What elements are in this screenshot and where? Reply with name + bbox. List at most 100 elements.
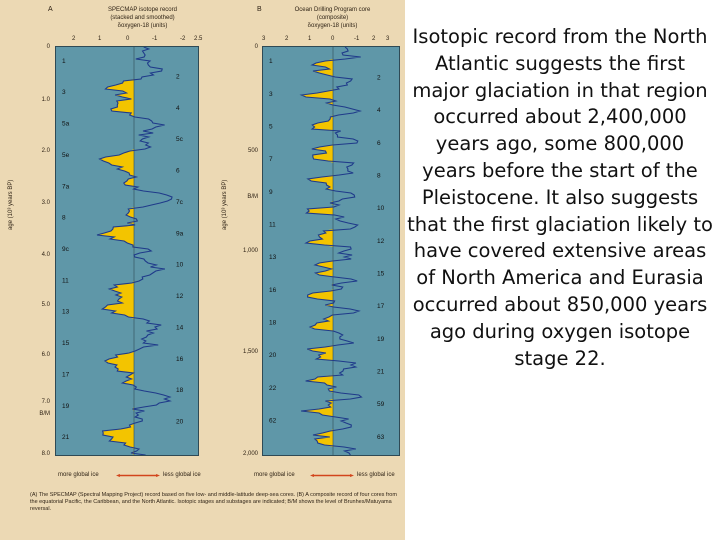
stage-label: 4	[377, 107, 381, 114]
stage-label: 8	[377, 173, 381, 180]
more-ice-label-a: more global ice	[58, 472, 99, 478]
stage-label: 6	[377, 140, 381, 147]
stage-label: 19	[62, 403, 70, 410]
stage-label: 6	[176, 168, 180, 175]
stage-label: 1	[269, 58, 273, 65]
stage-label: 8	[62, 215, 66, 222]
stage-label: 63	[377, 434, 385, 441]
stage-label: 10	[377, 205, 385, 212]
stage-label: 3	[62, 89, 66, 96]
panel-a-y-tick: 8.0	[41, 451, 50, 457]
stage-label: 13	[62, 309, 70, 316]
stage-label: 18	[269, 320, 277, 327]
panel-a-y-tick: 6.0	[41, 352, 50, 358]
stage-label: 2	[176, 74, 180, 81]
stage-label: 11	[62, 277, 69, 284]
panel-a-y-tick: 7.0	[41, 399, 50, 405]
panel-b-y-label: age (10³ years BP)	[222, 179, 228, 230]
stage-label: 3	[269, 91, 273, 98]
glacial-fill	[301, 47, 333, 455]
panel-a-x-tick: -1	[152, 36, 158, 42]
stage-label: 1	[62, 58, 66, 65]
stage-label: 5	[269, 124, 273, 131]
panel-b-plot: 1 2 3 4 5 6 7 8 9 10 11 12 13 15 16 17 18 19 20 21 22 59 62 63	[262, 46, 400, 456]
stage-label: 15	[377, 271, 385, 278]
stage-label: 5e	[62, 152, 70, 159]
panel-a-x-tick: -2	[180, 36, 186, 42]
stage-label: 9a	[176, 230, 184, 237]
glacial-fill	[97, 47, 134, 455]
explanatory-text: Isotopic record from the North Atlantic …	[407, 25, 713, 370]
panel-b-y-tick: 0	[254, 44, 258, 50]
panel-b-y-tick: B/M	[247, 194, 258, 200]
panel-b-x-tick: 2	[372, 36, 376, 42]
panel-b-x-tick: 3	[386, 36, 390, 42]
stage-label: 4	[176, 105, 180, 112]
panel-b-letter: B	[257, 6, 262, 13]
panel-a-plot: 1 2 3 4 5a 5c 5e 6 7a 7c 8 9a 9c 10 11 12 13 14 15 16 17 18 19…	[55, 46, 199, 456]
panel-a-y-tick: 3.0	[41, 200, 50, 206]
stage-label: 22	[269, 385, 277, 392]
panel-a-title: SPECMAP isotope record (stacked and smoo…	[55, 6, 230, 30]
stage-label: 12	[377, 238, 385, 245]
stage-label: 12	[176, 293, 184, 300]
panel-a-x-tick: 2.5	[194, 36, 203, 42]
panel-a-x-tick: 2	[72, 36, 76, 42]
ice-arrow-b	[310, 474, 354, 477]
stage-label: 7	[269, 156, 273, 163]
figure-caption: (A) The SPECMAP (Spectral Mapping Projec…	[30, 492, 397, 512]
panel-a-y-label: age (10³ years BP)	[8, 179, 14, 230]
panel-b-x-tick: -1	[354, 36, 360, 42]
panel-b-y-tick: 1,000	[242, 248, 258, 254]
panel-a-x-tick: 1	[98, 36, 102, 42]
panel-b-title-line: Ocean Drilling Program core	[294, 7, 371, 13]
panel-a-x-tick: 0	[126, 36, 130, 42]
panel-a-title-line: SPECMAP isotope record	[108, 7, 177, 13]
more-ice-label-b: more global ice	[254, 472, 295, 478]
panel-a-letter: A	[48, 6, 53, 13]
panel-a-curve: 12345a5c5e67a7c89a9c10111213141516171819…	[62, 47, 184, 455]
isotope-curve	[299, 47, 363, 455]
less-ice-label-b: less global ice	[357, 472, 395, 478]
panel-b-x-tick: 0	[331, 36, 335, 42]
panel-b-title-line: δoxygen-18 (units)	[307, 23, 358, 29]
panel-a-title-line: (stacked and smoothed)	[110, 15, 175, 21]
stage-label: 17	[377, 303, 385, 310]
ice-arrow-a	[116, 474, 160, 477]
stage-label: 13	[269, 254, 277, 261]
panel-b-x-tick: 3	[262, 36, 266, 42]
stage-label: 16	[176, 356, 184, 363]
stage-label: 7a	[62, 183, 70, 190]
stage-label: 21	[62, 434, 70, 441]
panel-b-y-tick: 2,000	[242, 451, 258, 457]
stage-label: 20	[269, 352, 277, 359]
panel-b-x-tick: 2	[285, 36, 289, 42]
stage-label: 9c	[62, 246, 70, 253]
stage-label: 9	[269, 189, 273, 196]
stage-label: 19	[377, 336, 385, 343]
stage-label: 7c	[176, 199, 184, 206]
panel-b-y-tick: 500	[247, 148, 258, 154]
panel-a-y-tick: 5.0	[41, 302, 50, 308]
panel-a-title-line: δoxygen-18 (units)	[117, 23, 168, 29]
stage-label: 62	[269, 418, 277, 425]
less-ice-label-a: less global ice	[163, 472, 201, 478]
panel-a-y-tick: B/M	[39, 411, 50, 417]
stage-label: 17	[62, 371, 70, 378]
panel-b-x-tick: 1	[308, 36, 312, 42]
panel-a-y-tick: 0	[46, 44, 50, 50]
panel-a-y-tick: 4.0	[41, 252, 50, 258]
stage-label: 5a	[62, 121, 70, 128]
panel-b-title: Ocean Drilling Program core (composite) …	[245, 6, 420, 30]
stage-label: 18	[176, 387, 184, 394]
stage-label: 11	[269, 222, 276, 229]
stage-label: 5c	[176, 136, 184, 143]
panel-b-y-tick: 1,500	[242, 349, 258, 355]
stage-label: 59	[377, 401, 385, 408]
isotope-figure: A SPECMAP isotope record (stacked and sm…	[0, 0, 405, 540]
stage-label: 20	[176, 418, 184, 425]
stage-label: 21	[377, 369, 385, 376]
panel-a-y-tick: 1.0	[41, 97, 50, 103]
stage-label: 15	[62, 340, 70, 347]
